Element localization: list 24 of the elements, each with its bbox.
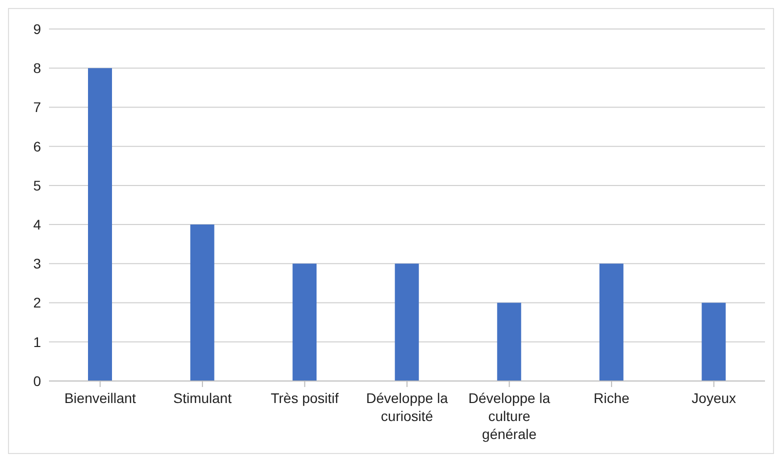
x-tick-label: Bienveillant xyxy=(64,390,136,406)
x-tick-label: Joyeux xyxy=(692,390,736,406)
x-tick-label: Développe la curiosité xyxy=(366,390,448,424)
bar xyxy=(394,264,419,381)
bar xyxy=(88,68,112,381)
y-tick-label: 3 xyxy=(33,256,42,272)
y-tick-label: 6 xyxy=(33,138,42,154)
bar xyxy=(292,264,317,381)
bar xyxy=(190,224,214,381)
bar xyxy=(497,302,522,381)
y-tick-label: 1 xyxy=(33,334,42,350)
y-tick-label: 9 xyxy=(33,20,42,37)
y-tick-label: 8 xyxy=(33,60,42,76)
x-tick-label: Stimulant xyxy=(173,390,232,406)
bar xyxy=(702,302,726,381)
x-tick-label: Très positif xyxy=(270,390,339,406)
y-tick-label: 5 xyxy=(33,177,42,194)
y-tick-label: 2 xyxy=(33,294,42,311)
x-tick-label: Développe la culture générale xyxy=(468,390,550,442)
y-tick-label: 7 xyxy=(33,99,42,116)
y-tick-label: 4 xyxy=(33,216,42,233)
y-tick-label: 0 xyxy=(33,372,42,389)
x-tick-label: Riche xyxy=(594,390,630,406)
bar xyxy=(599,264,624,381)
